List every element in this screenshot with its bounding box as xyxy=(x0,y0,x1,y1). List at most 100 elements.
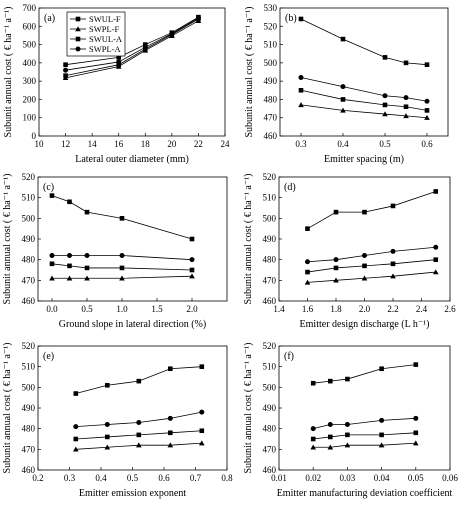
marker-p0-s0-legend xyxy=(75,16,81,22)
chart-panel-3: 0.0 0.5 1.0 1.5 2.0 460 470 480 490 500 510 520 Grou… xyxy=(2,172,228,330)
chart-panel-2: 0.3 0.4 0.5 0.6 460 470 480 490 500 510 520 530 Emit… xyxy=(244,3,449,165)
marker-p1-s3-3 xyxy=(403,95,409,101)
x-tick-label: 16 xyxy=(114,139,124,149)
series-line-swpl-a xyxy=(307,246,436,263)
marker-p3-s1-4 xyxy=(432,269,439,275)
marker-p0-s1-2 xyxy=(142,47,149,53)
marker-p2-s3-4 xyxy=(189,257,195,263)
marker-p2-s3-3 xyxy=(119,253,125,259)
marker-p4-s0-3 xyxy=(168,430,173,436)
x-tick-label: 0.5 xyxy=(379,139,391,149)
marker-p5-s1-3 xyxy=(378,442,385,448)
x-tick-label: 0.03 xyxy=(340,473,356,483)
x-tick-label: 22 xyxy=(194,139,203,149)
marker-p3-s2-2 xyxy=(362,209,367,215)
marker-p5-s1-1 xyxy=(327,444,334,450)
series-line-swpl-f xyxy=(313,442,416,448)
marker-p1-s1-0 xyxy=(298,102,304,108)
y-tick-label: 600 xyxy=(23,21,37,31)
x-tick-label: 1.4 xyxy=(273,304,285,314)
marker-p5-s0-0 xyxy=(310,436,316,442)
y-tick-label: 530 xyxy=(264,3,278,13)
marker-p3-s3-0 xyxy=(305,259,310,265)
marker-p3-s1-3 xyxy=(390,273,396,279)
x-axis-label: Emitter spacing (m) xyxy=(324,154,404,165)
marker-p0-s3-3 xyxy=(169,31,175,37)
marker-p5-s1-2 xyxy=(344,442,351,448)
marker-p2-s0-0 xyxy=(49,261,55,267)
marker-p4-s2-3 xyxy=(168,366,173,372)
marker-p1-s0-0 xyxy=(298,87,304,93)
chart-panel-6: 0.01 0.02 0.03 0.04 0.05 0.06 460 470 480 490 500 5… xyxy=(243,341,458,499)
legend-entry: SWUL-F xyxy=(89,14,121,24)
y-tick-label: 0 xyxy=(32,131,37,141)
plot-frame xyxy=(279,7,449,137)
plot-frame xyxy=(37,345,228,471)
marker-p0-s3-legend xyxy=(75,46,81,52)
x-tick-label: 2.6 xyxy=(444,304,456,314)
y-tick-label: 500 xyxy=(263,382,277,392)
marker-p1-s2-3 xyxy=(403,60,409,66)
y-tick-label: 500 xyxy=(22,382,36,392)
y-tick-label: 480 xyxy=(263,424,277,434)
marker-p2-s2-0 xyxy=(49,193,55,198)
y-axis-label: Subunit annual cost ( € ha⁻¹ a⁻¹) xyxy=(2,343,13,474)
panel-label: (e) xyxy=(43,351,54,362)
plot-frame xyxy=(37,176,228,302)
marker-p5-s1-0 xyxy=(310,444,316,450)
marker-p3-s2-1 xyxy=(333,209,339,215)
x-tick-label: 0.8 xyxy=(221,473,233,483)
y-tick-label: 200 xyxy=(23,94,37,104)
x-axis-label: Emitter design discharge (L h⁻¹) xyxy=(300,319,430,330)
y-tick-label: 460 xyxy=(263,465,277,475)
y-tick-label: 520 xyxy=(264,21,278,31)
marker-p1-s1-3 xyxy=(403,113,409,119)
x-tick-label: 0.6 xyxy=(158,473,170,483)
marker-p5-s2-3 xyxy=(379,366,384,372)
y-tick-label: 460 xyxy=(22,296,36,306)
marker-p5-s2-0 xyxy=(310,380,316,386)
panel-label: (d) xyxy=(284,182,296,193)
marker-p0-s2-2 xyxy=(142,42,148,47)
x-tick-label: 0.3 xyxy=(64,473,76,483)
x-tick-label: 0.4 xyxy=(95,473,107,483)
series-line-swul-f xyxy=(307,259,436,273)
legend-entry: SWPL-F xyxy=(89,24,120,34)
y-axis-label: Subunit annual cost ( € ha⁻¹ a⁻¹) xyxy=(243,174,254,305)
marker-p0-s2-1 xyxy=(116,55,122,60)
y-tick-label: 500 xyxy=(23,40,37,50)
y-axis-label: Subunit annual cost ( € ha⁻¹ a⁻¹) xyxy=(243,343,254,474)
y-tick-label: 490 xyxy=(263,403,277,413)
marker-p3-s3-1 xyxy=(333,257,339,263)
marker-p2-s2-1 xyxy=(67,199,72,205)
x-tick-label: 0.4 xyxy=(337,139,349,149)
x-tick-label: 14 xyxy=(88,139,98,149)
marker-p1-s2-4 xyxy=(424,62,430,67)
x-tick-label: 0.7 xyxy=(190,473,202,483)
marker-p2-s3-0 xyxy=(49,253,55,259)
marker-p2-s1-4 xyxy=(189,273,195,279)
x-axis-label: Emitter manufacturing deviation coeffici… xyxy=(277,488,453,499)
marker-p5-s3-0 xyxy=(310,426,316,432)
marker-p0-s1-0 xyxy=(62,75,69,81)
marker-p5-s0-4 xyxy=(413,430,419,436)
y-tick-label: 470 xyxy=(264,113,278,123)
marker-p4-s2-0 xyxy=(73,391,79,396)
marker-p0-s3-2 xyxy=(142,44,148,50)
x-tick-label: 1.5 xyxy=(151,304,163,314)
y-tick-label: 470 xyxy=(22,444,36,454)
series-line-swul-a xyxy=(307,191,436,230)
marker-p5-s3-1 xyxy=(327,422,333,428)
y-tick-label: 480 xyxy=(22,255,36,265)
marker-p4-s1-3 xyxy=(167,442,174,448)
marker-p3-s2-0 xyxy=(305,226,310,231)
marker-p3-s0-4 xyxy=(433,257,439,262)
marker-p1-s3-0 xyxy=(298,74,304,80)
x-tick-label: 0.6 xyxy=(421,139,433,149)
marker-p1-s1-1 xyxy=(340,107,346,113)
marker-p4-s0-1 xyxy=(105,434,110,440)
marker-p3-s1-2 xyxy=(361,275,368,281)
y-tick-label: 480 xyxy=(22,424,36,434)
